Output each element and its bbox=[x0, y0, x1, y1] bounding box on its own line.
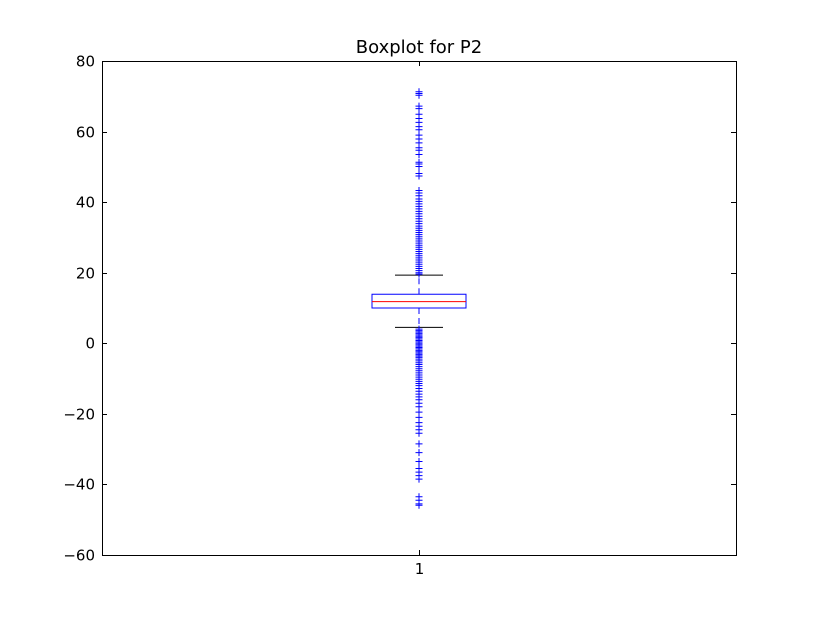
flier-point bbox=[415, 475, 423, 483]
box-group bbox=[371, 88, 467, 509]
x-tick-label: 1 bbox=[415, 560, 425, 578]
flier-point bbox=[415, 429, 423, 437]
y-tick-label: 40 bbox=[76, 194, 95, 212]
y-tick-label: 60 bbox=[76, 124, 95, 142]
y-tick-label: −60 bbox=[63, 547, 95, 565]
y-tick-label: 20 bbox=[76, 265, 95, 283]
flier-point bbox=[415, 151, 423, 159]
fliers bbox=[415, 88, 423, 509]
flier-point bbox=[415, 270, 423, 278]
chart-title: Boxplot for P2 bbox=[356, 37, 482, 58]
y-tick-label: −40 bbox=[63, 476, 95, 494]
flier-point bbox=[415, 172, 423, 180]
flier-point bbox=[415, 501, 423, 509]
y-tick-label: 80 bbox=[76, 53, 95, 71]
flier-point bbox=[415, 163, 423, 171]
y-tick-label: 0 bbox=[85, 335, 95, 353]
y-axis: −60 −40 −20 0 20 40 60 80 bbox=[63, 53, 736, 565]
x-axis: 1 bbox=[415, 61, 425, 578]
flier-point bbox=[415, 449, 423, 457]
box-iqr bbox=[371, 293, 467, 309]
flier-point bbox=[415, 91, 423, 99]
flier-point bbox=[415, 457, 423, 465]
flier-point bbox=[415, 440, 423, 448]
y-tick-label: −20 bbox=[63, 406, 95, 424]
box-series bbox=[371, 88, 467, 509]
